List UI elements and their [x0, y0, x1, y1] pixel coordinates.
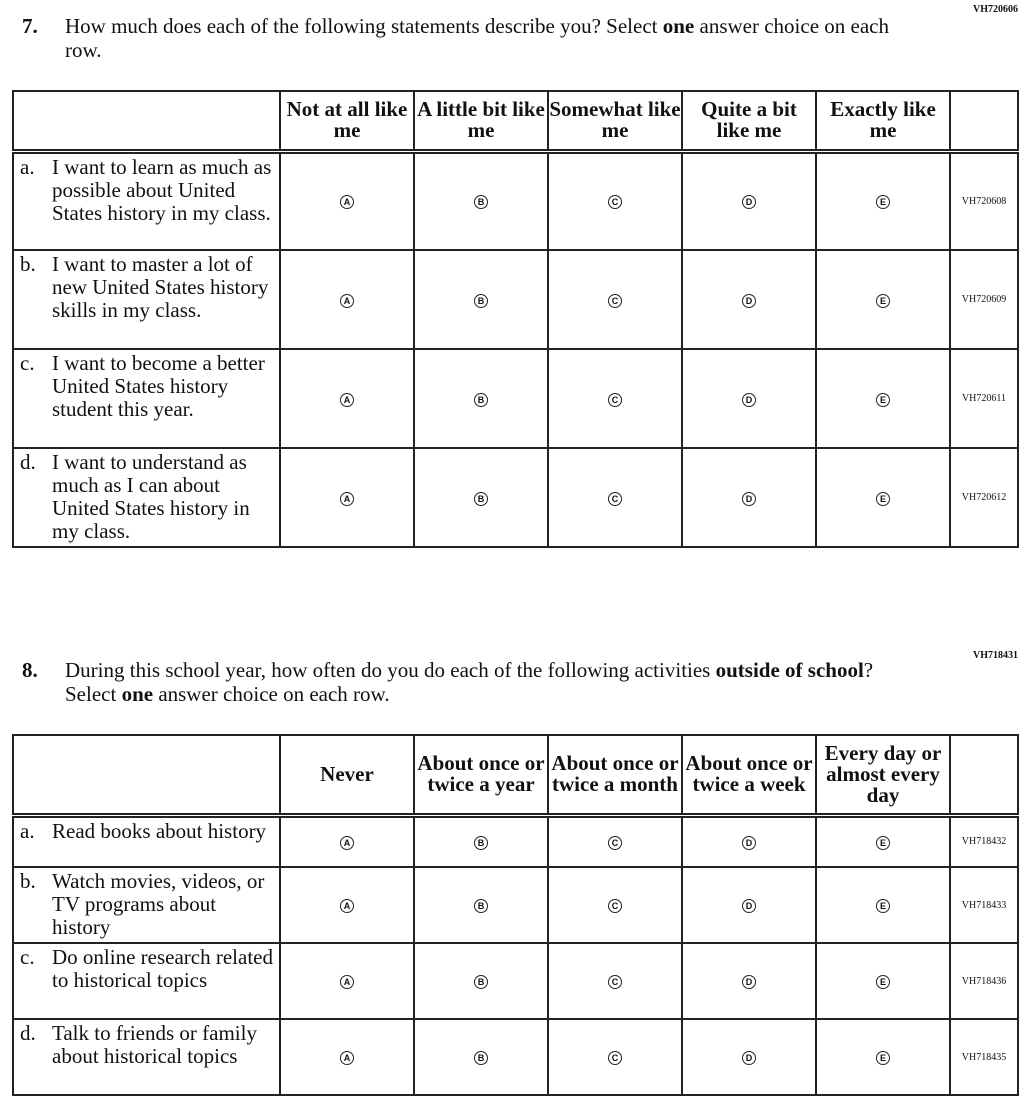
column-header: Quite a bit like me: [681, 90, 817, 152]
answer-bubble-b[interactable]: B: [474, 899, 488, 913]
answer-bubble-a[interactable]: A: [340, 195, 354, 210]
table-row: c. Do online research related to historic…: [12, 942, 1019, 1020]
question-8-prompt: 8. During this school year, how often do…: [22, 658, 874, 706]
answer-bubble-e[interactable]: E: [876, 392, 890, 407]
answer-bubble-a[interactable]: A: [340, 293, 354, 308]
row-statement: b. I want to master a lot of new United S…: [12, 249, 281, 350]
answer-bubble-a[interactable]: A: [340, 975, 354, 989]
answer-bubble-e[interactable]: E: [876, 491, 890, 506]
row-statement: b. Watch movies, videos, or TV programs a…: [12, 866, 281, 944]
answer-bubble-d[interactable]: D: [742, 899, 756, 913]
header-blank: [12, 90, 281, 152]
answer-bubble-a[interactable]: A: [340, 835, 354, 850]
answer-bubble-b[interactable]: B: [474, 293, 488, 308]
answer-bubble-c[interactable]: C: [608, 293, 622, 308]
answer-bubble-c[interactable]: C: [608, 392, 622, 407]
table-row: a. Read books about history A B C D E VH718432: [12, 814, 1019, 868]
answer-bubble-d[interactable]: D: [742, 195, 756, 210]
answer-bubble-d[interactable]: D: [742, 835, 756, 850]
row-statement: c. I want to become a better United State…: [12, 348, 281, 449]
answer-bubble-a[interactable]: A: [340, 899, 354, 913]
row-statement: a. I want to learn as much as possible ab…: [12, 150, 281, 251]
question-7-code: VH720606: [973, 4, 1018, 15]
answer-bubble-d[interactable]: D: [742, 293, 756, 308]
item-code: VH718432: [949, 814, 1019, 868]
answer-bubble-b[interactable]: B: [474, 491, 488, 506]
answer-bubble-b[interactable]: B: [474, 835, 488, 850]
answer-bubble-e[interactable]: E: [876, 195, 890, 210]
header-blank: [949, 90, 1019, 152]
item-code: VH720611: [949, 348, 1019, 449]
answer-bubble-b[interactable]: B: [474, 392, 488, 407]
question-7-prompt: 7. How much does each of the following s…: [22, 14, 889, 62]
table-row: b. I want to master a lot of new United S…: [12, 249, 1019, 350]
column-header: About once or twice a week: [681, 734, 817, 816]
answer-bubble-d[interactable]: D: [742, 1051, 756, 1065]
answer-bubble-b[interactable]: B: [474, 1051, 488, 1065]
answer-bubble-c[interactable]: C: [608, 195, 622, 210]
question-8-table: Never About once or twice a year About onc…: [12, 734, 1019, 1096]
table-row: d. I want to understand as much as I can …: [12, 447, 1019, 548]
answer-bubble-c[interactable]: C: [608, 491, 622, 506]
header-blank: [949, 734, 1019, 816]
answer-bubble-d[interactable]: D: [742, 491, 756, 506]
answer-bubble-c[interactable]: C: [608, 899, 622, 913]
item-code: VH718436: [949, 942, 1019, 1020]
column-header: Every day or almost every day: [815, 734, 951, 816]
column-header: About once or twice a month: [547, 734, 683, 816]
column-header: About once or twice a year: [413, 734, 549, 816]
answer-bubble-c[interactable]: C: [608, 1051, 622, 1065]
table-row: d. Talk to friends or family about histor…: [12, 1018, 1019, 1096]
answer-bubble-a[interactable]: A: [340, 491, 354, 506]
column-header: Exactly like me: [815, 90, 951, 152]
answer-bubble-e[interactable]: E: [876, 835, 890, 850]
answer-bubble-d[interactable]: D: [742, 392, 756, 407]
answer-bubble-c[interactable]: C: [608, 975, 622, 989]
answer-bubble-e[interactable]: E: [876, 293, 890, 308]
item-code: VH720608: [949, 150, 1019, 251]
question-8-code: VH718431: [973, 650, 1018, 661]
item-code: VH718435: [949, 1018, 1019, 1096]
answer-bubble-c[interactable]: C: [608, 835, 622, 850]
column-header: Somewhat like me: [547, 90, 683, 152]
column-header: A little bit like me: [413, 90, 549, 152]
table-row: a. I want to learn as much as possible ab…: [12, 150, 1019, 251]
item-code: VH720609: [949, 249, 1019, 350]
row-statement: d. I want to understand as much as I can …: [12, 447, 281, 548]
row-statement: c. Do online research related to historic…: [12, 942, 281, 1020]
column-header: Not at all like me: [279, 90, 415, 152]
answer-bubble-a[interactable]: A: [340, 1051, 354, 1065]
answer-bubble-b[interactable]: B: [474, 195, 488, 210]
table-row: c. I want to become a better United State…: [12, 348, 1019, 449]
table-row: b. Watch movies, videos, or TV programs a…: [12, 866, 1019, 944]
answer-bubble-d[interactable]: D: [742, 975, 756, 989]
answer-bubble-e[interactable]: E: [876, 975, 890, 989]
answer-bubble-e[interactable]: E: [876, 899, 890, 913]
item-code: VH718433: [949, 866, 1019, 944]
answer-bubble-a[interactable]: A: [340, 392, 354, 407]
question-7-table: Not at all like me A little bit like me So…: [12, 90, 1019, 548]
answer-bubble-b[interactable]: B: [474, 975, 488, 989]
row-statement: a. Read books about history: [12, 814, 281, 868]
answer-bubble-e[interactable]: E: [876, 1051, 890, 1065]
row-statement: d. Talk to friends or family about histor…: [12, 1018, 281, 1096]
column-header: Never: [279, 734, 415, 816]
item-code: VH720612: [949, 447, 1019, 548]
header-blank: [12, 734, 281, 816]
